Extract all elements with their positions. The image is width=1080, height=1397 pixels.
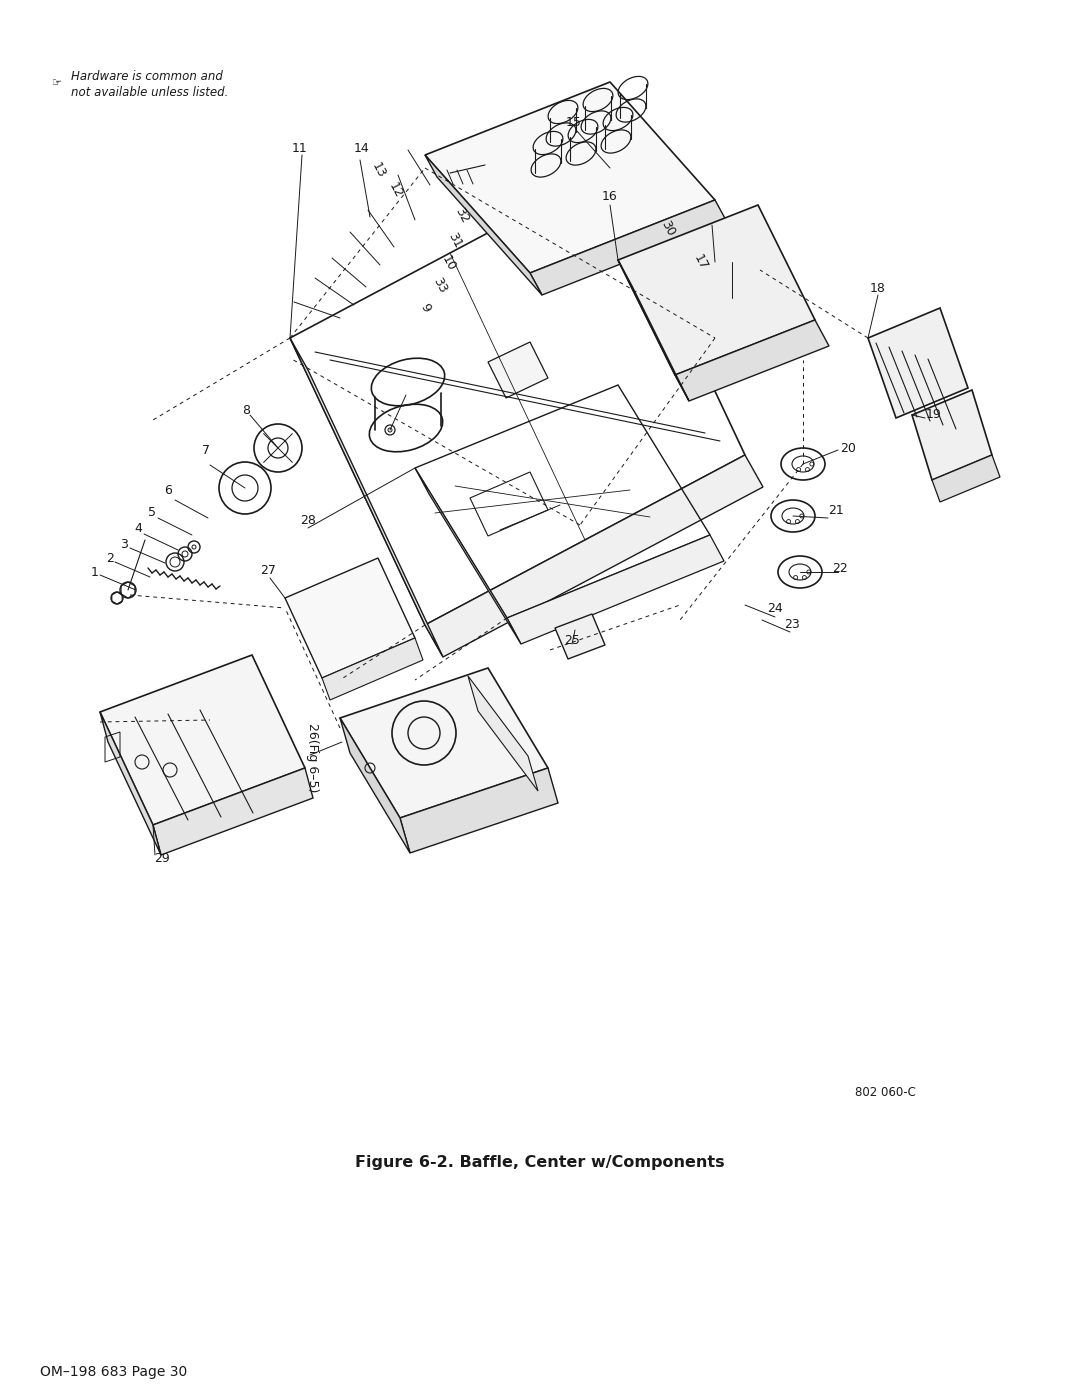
Text: 33: 33 [431,275,449,295]
Polygon shape [912,390,993,481]
Polygon shape [340,668,548,819]
Text: Figure 6-2. Baffle, Center w/Components: Figure 6-2. Baffle, Center w/Components [355,1154,725,1169]
Text: 5: 5 [148,506,156,518]
Polygon shape [507,535,724,644]
Text: 31: 31 [446,231,464,250]
Polygon shape [555,615,605,659]
Text: 7: 7 [202,443,210,457]
Text: 24: 24 [767,602,783,615]
Text: 14: 14 [354,141,369,155]
Text: 32: 32 [453,205,472,225]
Polygon shape [488,342,548,398]
Text: 28: 28 [300,514,316,527]
Polygon shape [868,307,968,418]
Text: 27: 27 [260,563,275,577]
Polygon shape [618,205,815,374]
Polygon shape [285,557,415,678]
Polygon shape [322,638,423,700]
Polygon shape [100,712,161,855]
Text: Hardware is common and: Hardware is common and [71,70,222,84]
Text: 20: 20 [840,441,856,454]
Polygon shape [291,338,443,657]
Text: 19: 19 [927,408,942,422]
Text: 11: 11 [292,141,308,155]
Polygon shape [675,320,829,401]
Text: 1: 1 [91,566,99,578]
Text: 13: 13 [368,161,388,180]
Text: 3: 3 [120,538,127,550]
Polygon shape [530,200,727,295]
Polygon shape [426,82,715,272]
Text: 2: 2 [106,552,113,564]
Text: 21: 21 [828,503,843,517]
Polygon shape [100,655,305,826]
Text: 25: 25 [564,633,580,647]
Polygon shape [153,768,313,855]
Text: 22: 22 [832,562,848,574]
Polygon shape [468,676,538,791]
Text: 23: 23 [784,619,800,631]
Polygon shape [932,455,1000,502]
Text: not available unless listed.: not available unless listed. [71,85,228,99]
Text: 17: 17 [690,251,710,272]
Polygon shape [340,718,410,854]
Text: OM–198 683 Page 30: OM–198 683 Page 30 [40,1365,187,1379]
Text: 16: 16 [603,190,618,203]
Text: 6: 6 [164,483,172,496]
Polygon shape [415,468,521,644]
Text: 18: 18 [870,282,886,295]
Polygon shape [618,260,689,401]
Polygon shape [426,455,762,657]
Text: 15: 15 [566,116,582,129]
Text: 802 060-C: 802 060-C [855,1087,916,1099]
Text: 26(Fig 6–5): 26(Fig 6–5) [306,724,319,792]
Text: 29: 29 [154,852,170,865]
Polygon shape [400,768,558,854]
Text: 12: 12 [386,180,404,200]
Text: ☞: ☞ [52,78,62,88]
Text: 9: 9 [417,302,433,314]
Text: 8: 8 [242,404,249,416]
Text: 30: 30 [659,218,677,237]
Polygon shape [426,155,542,295]
Text: 4: 4 [134,521,141,535]
Text: 10: 10 [438,253,458,272]
